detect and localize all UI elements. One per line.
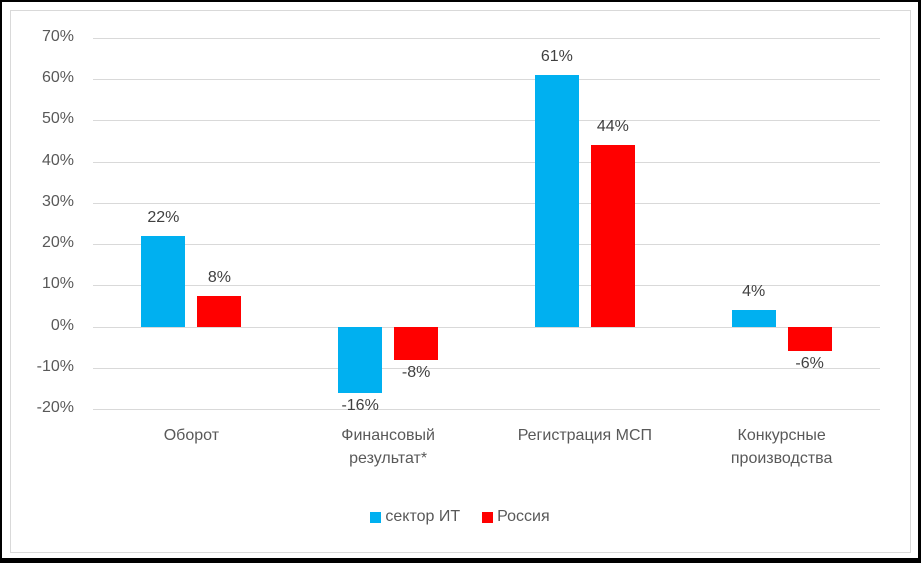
y-tick-label: 70% (41, 28, 74, 45)
y-tick-label: 50% (41, 110, 74, 128)
legend-swatch-it (370, 511, 382, 523)
bar-russia (197, 295, 242, 327)
y-tick-label: 0% (50, 316, 74, 334)
category-label: Оборот (101, 424, 281, 447)
legend-item-it: сектор ИТ (370, 508, 460, 526)
gridline (93, 161, 880, 163)
bar-it (338, 326, 383, 393)
data-label: 44% (596, 118, 629, 136)
category-label-line: Конкурсные (737, 427, 826, 444)
bar-it (731, 310, 776, 327)
category-label-line: Финансовый (341, 427, 435, 444)
y-tick-label: 40% (41, 151, 74, 169)
y-tick-label: 10% (41, 275, 74, 293)
gridline (93, 202, 880, 204)
bar-russia (787, 326, 832, 352)
bar-russia (394, 326, 439, 360)
category-label-line: Регистрация МСП (517, 427, 653, 444)
gridline (93, 326, 880, 328)
data-label: 8% (207, 268, 231, 286)
y-tick-label: 30% (41, 192, 74, 210)
legend-label-it: сектор ИТ (385, 508, 461, 525)
bar-russia (590, 145, 635, 327)
gridline (93, 79, 880, 81)
gridline (93, 244, 880, 246)
y-tick-label: 20% (41, 234, 74, 252)
bar-it (534, 75, 579, 327)
legend-swatch-russia (482, 511, 494, 523)
y-tick-label: -20% (36, 399, 74, 416)
data-label: 22% (147, 208, 180, 226)
gridline (93, 38, 880, 39)
category-label-line: производства (730, 450, 833, 467)
data-label: -8% (401, 363, 431, 381)
category-label-line: результат* (349, 450, 428, 467)
legend-label-russia: Россия (497, 508, 550, 525)
category-label: Регистрация МСП (495, 424, 675, 447)
y-tick-label: -10% (36, 357, 74, 375)
legend-item-russia: Россия (482, 508, 550, 526)
data-label: -6% (795, 355, 824, 373)
bar-it (141, 235, 186, 327)
gridline (93, 285, 880, 287)
category-label-line: Оборот (163, 427, 220, 444)
data-label: 61% (540, 48, 573, 66)
data-label: 4% (742, 283, 766, 301)
category-label: Финансовый результат* (298, 424, 478, 470)
data-label: -16% (341, 396, 379, 414)
y-tick-label: 60% (41, 69, 74, 87)
legend: сектор ИТ Россия (2, 508, 918, 526)
category-label: Конкурсные производства (692, 424, 872, 470)
gridline (93, 120, 880, 122)
gridline (93, 367, 880, 369)
gridline (93, 409, 880, 410)
